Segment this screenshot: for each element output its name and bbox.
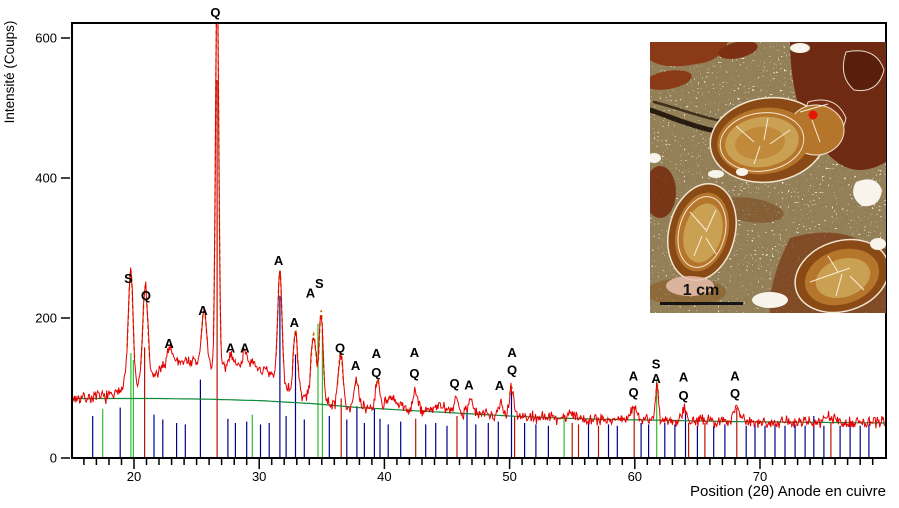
peak-label: A — [495, 378, 505, 393]
y-tick-label: 0 — [50, 451, 57, 466]
peak-label: S — [652, 356, 661, 371]
y-tick-label: 200 — [35, 311, 57, 326]
peak-label: A — [164, 336, 174, 351]
peak-label: Q — [409, 366, 419, 381]
peak-label: Q — [730, 386, 740, 401]
peak-label: A — [629, 368, 639, 383]
scale-label-backdrop — [666, 276, 714, 296]
diffraction-trace — [72, 23, 886, 429]
peak-label: Q — [371, 365, 381, 380]
y-tick-label: 600 — [35, 31, 57, 46]
y-axis-title: Intensité (Coups) — [2, 21, 17, 124]
y-tick-label: 400 — [35, 171, 57, 186]
nodule-large — [709, 96, 845, 184]
x-tick-label: 30 — [252, 469, 266, 484]
peak-label: A — [464, 377, 474, 392]
peak-label: A — [651, 371, 661, 386]
x-tick-label: 40 — [377, 469, 391, 484]
peak-label: A — [290, 315, 300, 330]
peak-label: A — [507, 345, 517, 360]
peak-label: A — [410, 345, 420, 360]
peak-label: A — [240, 340, 250, 355]
peak-label: Q — [210, 5, 220, 20]
peak-label: A — [198, 303, 208, 318]
nodule-bottom-right — [794, 238, 886, 313]
peak-label: Q — [335, 340, 345, 355]
peak-label: Q — [141, 288, 151, 303]
peak-label: A — [679, 370, 689, 385]
peak-label: A — [274, 253, 284, 268]
x-tick-label: 70 — [753, 469, 767, 484]
peak-label: A — [351, 358, 361, 373]
peak-label: Q — [507, 363, 517, 378]
x-axis-title: Position (2θ) Anode en cuivre — [690, 483, 886, 500]
plot-frame — [71, 22, 887, 459]
x-tick-label: 60 — [628, 469, 642, 484]
peak-label: A — [730, 368, 740, 383]
scale-bar-label: 1 cm — [683, 282, 719, 299]
x-tick-label: 20 — [127, 469, 141, 484]
peak-label: S — [124, 271, 133, 286]
x-tick-label: 50 — [502, 469, 516, 484]
nodule-left — [667, 183, 737, 281]
peak-label: Q — [628, 385, 638, 400]
void-patches — [650, 43, 886, 308]
peak-label: Q — [679, 388, 689, 403]
peak-label: A — [372, 346, 382, 361]
scale-bar — [660, 302, 743, 305]
peak-label: A — [226, 340, 236, 355]
analysis-spot-marker — [808, 110, 818, 120]
thin-section-photo: 1 cm — [650, 42, 886, 313]
peak-label: Q — [449, 376, 459, 391]
peak-label: A — [306, 286, 316, 301]
plot-contents — [72, 23, 886, 458]
peak-label: S — [315, 276, 324, 291]
